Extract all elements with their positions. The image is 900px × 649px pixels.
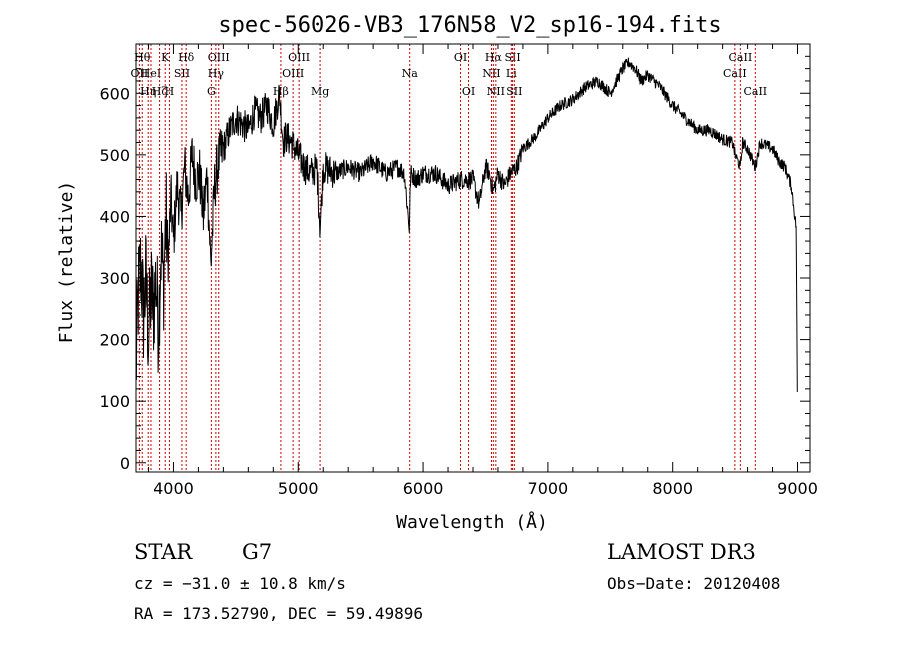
y-axis: 0 100 200 300 400 500 600	[99, 55, 810, 473]
spectrum-line	[135, 57, 798, 393]
line-label: SII	[504, 51, 520, 64]
line-label: OII	[131, 67, 149, 80]
line-label: Hγ	[208, 67, 225, 80]
line-label: Na	[402, 67, 419, 80]
line-label: H	[165, 85, 175, 98]
line-label: Hθ	[134, 51, 151, 64]
y-tick-label: 200	[99, 331, 130, 350]
line-label: SII	[174, 67, 190, 80]
line-label: OIII	[288, 51, 310, 64]
line-label: Li	[506, 67, 517, 80]
object-class: STAR	[134, 540, 193, 564]
line-label: G	[207, 85, 216, 98]
line-label: HeI	[141, 67, 161, 80]
line-label: Mg	[311, 85, 329, 98]
y-tick-label: 0	[120, 454, 130, 473]
object-subclass: G7	[242, 540, 273, 564]
line-label: K	[161, 51, 170, 64]
y-axis-label: Flux (relative)	[56, 181, 77, 344]
line-label: CaII	[723, 67, 747, 80]
x-tick-label: 7000	[528, 479, 569, 498]
line-label: NII	[487, 85, 505, 98]
observation-date: Obs−Date: 20120408	[607, 574, 781, 593]
line-label: CaII	[743, 85, 767, 98]
y-tick-label: 100	[99, 392, 130, 411]
line-label: Hα	[485, 51, 503, 64]
line-label: CaII	[729, 51, 753, 64]
x-tick-label: 4000	[153, 479, 194, 498]
line-label: OI	[454, 51, 467, 64]
x-tick-label: 5000	[278, 479, 319, 498]
line-label: NII	[482, 67, 500, 80]
y-tick-label: 500	[99, 146, 130, 165]
line-label: OIII	[282, 67, 304, 80]
y-tick-label: 300	[99, 269, 130, 288]
line-label: OIII	[208, 51, 230, 64]
line-label: Hδ	[178, 51, 195, 64]
x-tick-label: 8000	[652, 479, 693, 498]
x-tick-label: 9000	[777, 479, 818, 498]
chart-title: spec-56026-VB3_176N58_V2_sp16-194.fits	[218, 13, 721, 38]
x-axis: 4000 5000 6000 7000 8000 9000	[147, 44, 818, 498]
survey-name: LAMOST DR3	[607, 540, 756, 564]
line-label: SII	[506, 85, 522, 98]
line-label: Hζ	[152, 85, 168, 98]
x-axis-label: Wavelength (Å)	[396, 511, 548, 533]
coordinates: RA = 173.52790, DEC = 59.49896	[134, 604, 423, 623]
y-tick-label: 400	[99, 207, 130, 226]
line-markers: OII Hθ Hη HeI Hζ K H SII Hδ G Hγ OIII Hβ OIII OIII Mg Na…	[131, 44, 767, 472]
y-tick-label: 600	[99, 84, 130, 103]
redshift-info: cz = −31.0 ± 10.8 km/s	[134, 574, 346, 593]
line-label: Hβ	[273, 85, 289, 98]
line-label: Hη	[140, 85, 156, 98]
x-tick-label: 6000	[403, 479, 444, 498]
line-label: OI	[462, 85, 475, 98]
